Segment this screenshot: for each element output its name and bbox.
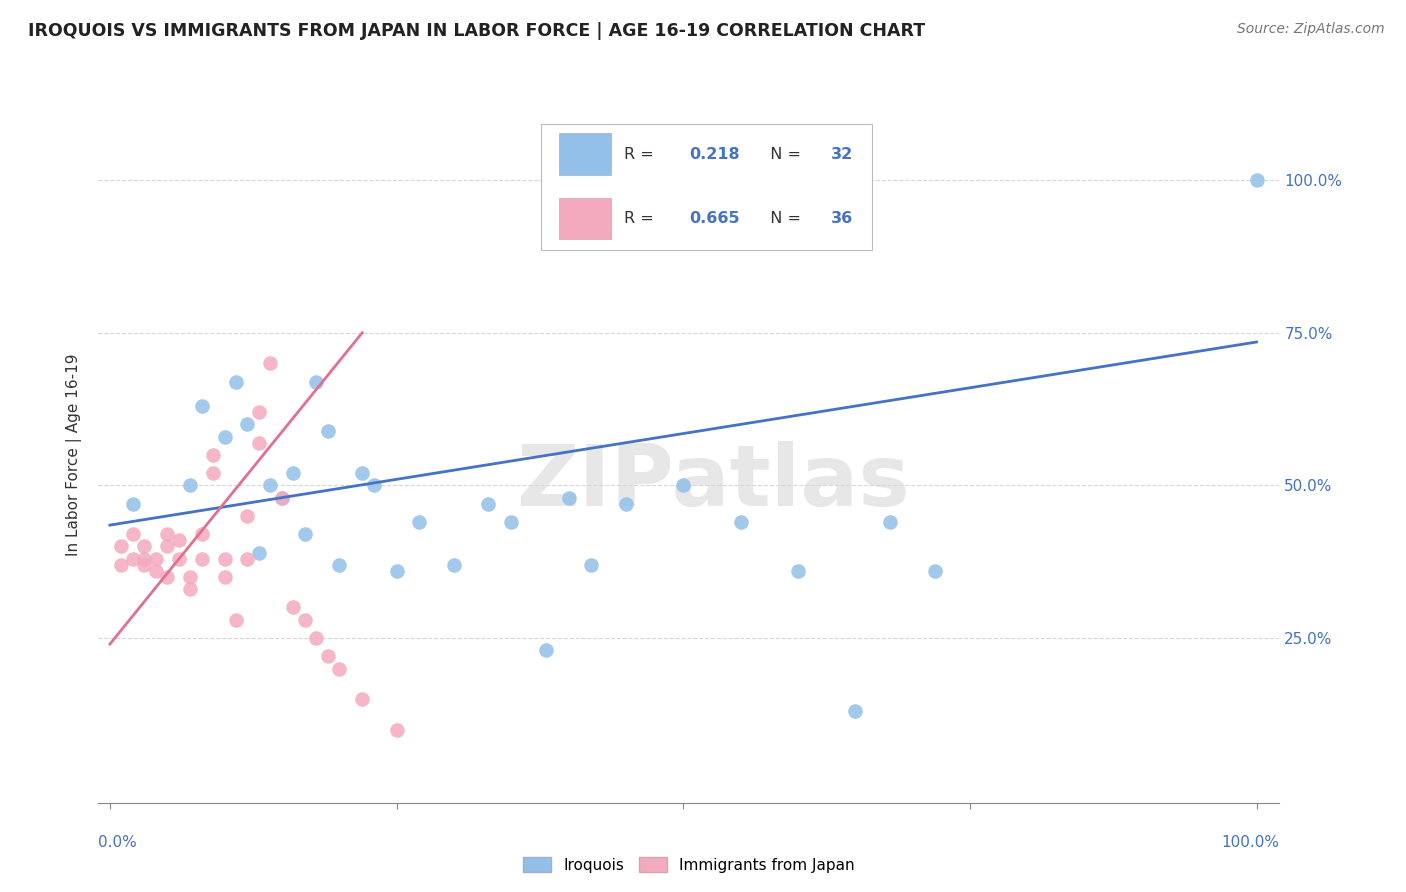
Point xyxy=(214,570,236,584)
Point xyxy=(501,515,523,529)
Point xyxy=(614,497,637,511)
Point xyxy=(247,545,270,559)
Point xyxy=(316,424,339,438)
Point xyxy=(190,527,212,541)
Point xyxy=(202,467,225,481)
Point xyxy=(156,540,179,554)
Point xyxy=(328,558,350,572)
Point xyxy=(121,527,143,541)
Point xyxy=(305,375,328,389)
Point xyxy=(110,558,132,572)
Point xyxy=(283,600,305,615)
FancyBboxPatch shape xyxy=(541,124,872,250)
Point xyxy=(225,375,247,389)
Point xyxy=(145,551,167,566)
Point xyxy=(385,723,408,737)
Point xyxy=(352,467,374,481)
Point xyxy=(363,478,385,492)
Point xyxy=(259,478,281,492)
Point xyxy=(294,613,316,627)
Text: Source: ZipAtlas.com: Source: ZipAtlas.com xyxy=(1237,22,1385,37)
Point xyxy=(259,356,281,370)
Point xyxy=(236,551,259,566)
Text: ZIPatlas: ZIPatlas xyxy=(516,442,910,524)
FancyBboxPatch shape xyxy=(560,198,612,239)
Text: 100.0%: 100.0% xyxy=(1222,836,1279,850)
Point xyxy=(283,467,305,481)
Point xyxy=(225,613,247,627)
Point xyxy=(672,478,695,492)
Point xyxy=(121,497,143,511)
Point xyxy=(134,558,156,572)
Point xyxy=(408,515,430,529)
Point xyxy=(247,435,270,450)
Point xyxy=(134,551,156,566)
Point xyxy=(214,551,236,566)
Point xyxy=(202,448,225,462)
Point xyxy=(179,570,201,584)
Point xyxy=(167,551,190,566)
Point xyxy=(167,533,190,548)
Point xyxy=(156,570,179,584)
Text: 36: 36 xyxy=(831,211,853,227)
Text: 0.218: 0.218 xyxy=(689,146,740,161)
Point xyxy=(236,417,259,432)
Point xyxy=(247,405,270,419)
Point xyxy=(924,564,946,578)
Point xyxy=(190,551,212,566)
Point xyxy=(270,491,292,505)
Point xyxy=(214,429,236,443)
Point xyxy=(190,399,212,413)
Text: R =: R = xyxy=(624,211,659,227)
Text: N =: N = xyxy=(759,146,806,161)
Point xyxy=(110,540,132,554)
Text: 0.0%: 0.0% xyxy=(98,836,138,850)
Point xyxy=(581,558,603,572)
Point xyxy=(385,564,408,578)
Point xyxy=(270,491,292,505)
Point xyxy=(121,551,143,566)
Point xyxy=(179,582,201,597)
Point xyxy=(156,527,179,541)
Point xyxy=(443,558,465,572)
Point xyxy=(328,661,350,675)
Point xyxy=(534,643,557,657)
FancyBboxPatch shape xyxy=(560,134,612,175)
Legend: Iroquois, Immigrants from Japan: Iroquois, Immigrants from Japan xyxy=(517,850,860,879)
Point xyxy=(352,692,374,706)
Point xyxy=(316,649,339,664)
Text: 0.665: 0.665 xyxy=(689,211,740,227)
Point xyxy=(786,564,808,578)
Point xyxy=(477,497,499,511)
Y-axis label: In Labor Force | Age 16-19: In Labor Force | Age 16-19 xyxy=(66,353,83,557)
Point xyxy=(557,491,579,505)
Point xyxy=(236,508,259,523)
Point xyxy=(844,704,866,718)
Text: IROQUOIS VS IMMIGRANTS FROM JAPAN IN LABOR FORCE | AGE 16-19 CORRELATION CHART: IROQUOIS VS IMMIGRANTS FROM JAPAN IN LAB… xyxy=(28,22,925,40)
Text: R =: R = xyxy=(624,146,659,161)
Text: 32: 32 xyxy=(831,146,853,161)
Point xyxy=(879,515,901,529)
Point xyxy=(294,527,316,541)
Point xyxy=(730,515,752,529)
Text: N =: N = xyxy=(759,211,806,227)
Point xyxy=(145,564,167,578)
Point xyxy=(134,540,156,554)
Point xyxy=(179,478,201,492)
Point xyxy=(305,631,328,645)
Point xyxy=(1246,173,1268,187)
